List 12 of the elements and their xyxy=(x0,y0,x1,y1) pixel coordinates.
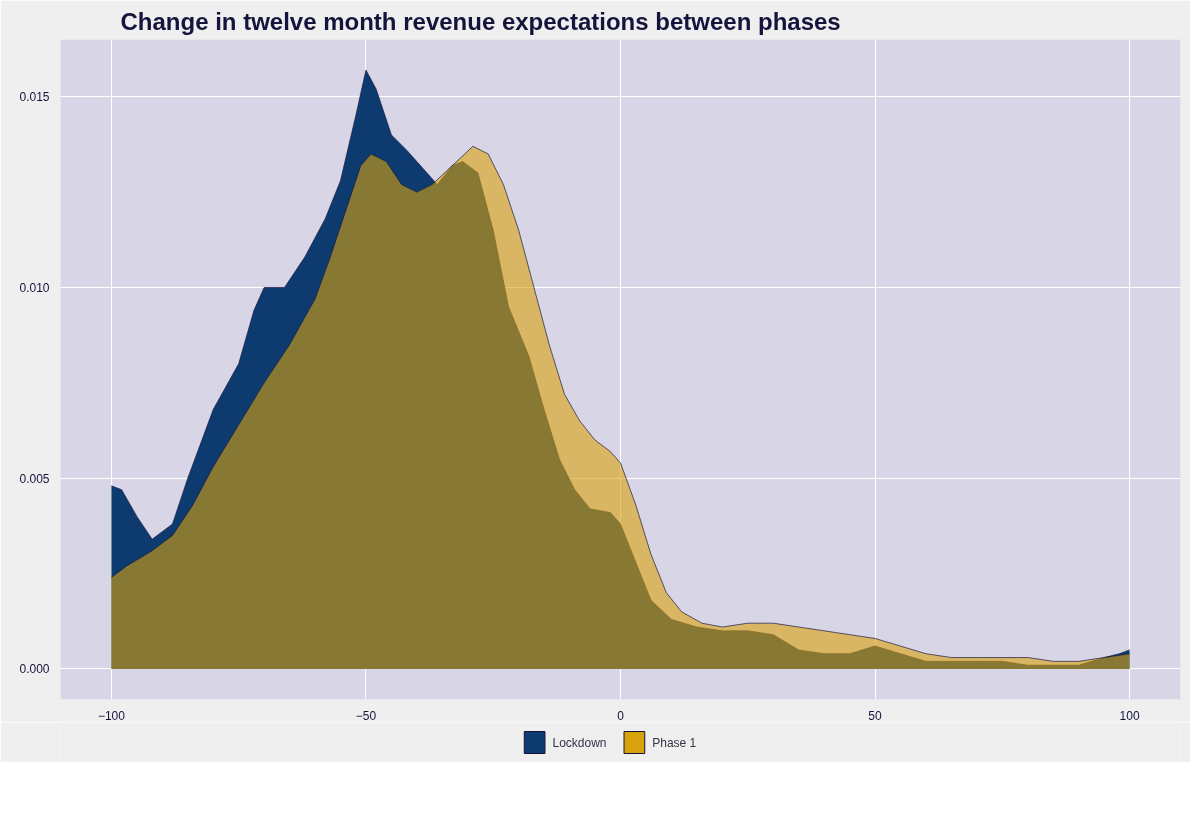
y-tick-label: 0.000 xyxy=(19,662,50,677)
legend-label: Lockdown xyxy=(552,735,607,750)
x-tick-label: 0 xyxy=(617,708,625,723)
x-tick-label: 50 xyxy=(868,708,883,723)
x-tick-label: 100 xyxy=(1119,708,1140,723)
y-tick-label: 0.005 xyxy=(19,471,50,486)
y-tick-label: 0.015 xyxy=(19,90,50,105)
y-tick-label: 0.010 xyxy=(19,280,50,295)
chart-title: Change in twelve month revenue expectations between phases xyxy=(120,7,841,35)
x-tick-label: −50 xyxy=(355,708,377,723)
legend-label: Phase 1 xyxy=(652,735,697,750)
x-tick-label: −100 xyxy=(97,708,126,723)
